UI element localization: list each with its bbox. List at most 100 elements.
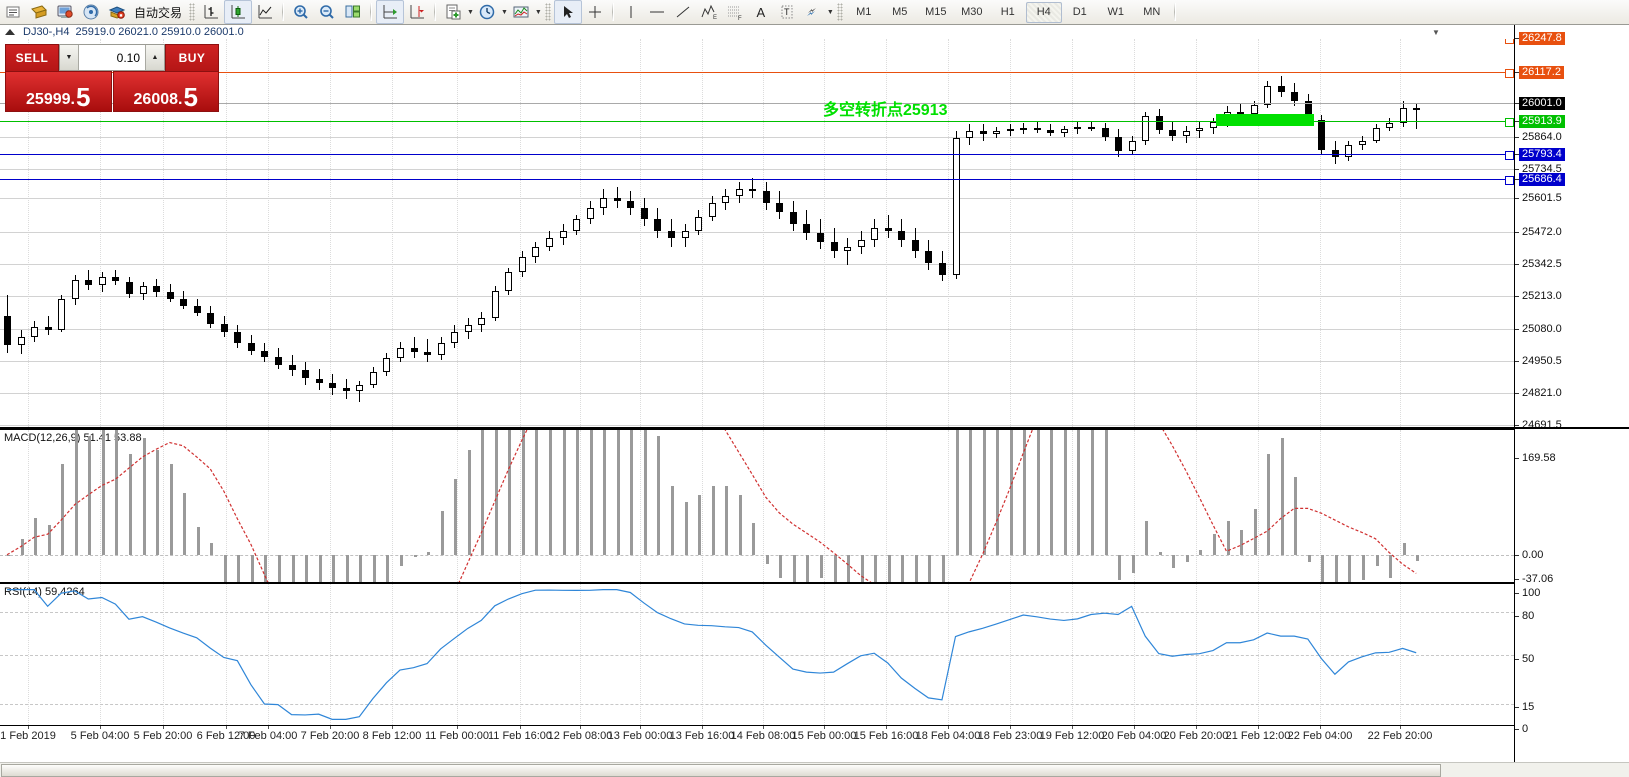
level-line-support-25686[interactable] (0, 179, 1514, 180)
level-handle[interactable] (1505, 151, 1514, 160)
shapes-dropdown-icon[interactable]: ▼ (826, 8, 834, 16)
zoom-out-icon[interactable] (314, 1, 340, 23)
tab-timeframe-d1[interactable]: D1 (1072, 6, 1087, 18)
scale-tick (1515, 264, 1519, 265)
time-axis-label: 13 Feb 16:00 (669, 730, 735, 742)
vertical-line-icon[interactable] (618, 1, 644, 23)
tab-timeframe-m1[interactable]: M1 (856, 6, 872, 18)
crosshair-icon[interactable] (582, 1, 608, 23)
tile-windows-icon[interactable] (340, 1, 366, 23)
rsi-indicator-pane[interactable]: RSI(14) 59.4264 (0, 583, 1514, 727)
rsi-title: RSI(14) 59.4264 (4, 586, 85, 598)
grid-vline (1010, 39, 1011, 427)
chevron-down-icon[interactable]: ▼ (1432, 27, 1440, 37)
scale-tick (1515, 361, 1519, 362)
shapes-icon[interactable] (800, 1, 826, 23)
time-axis-label: 15 Feb 16:00 (853, 730, 919, 742)
time-axis-label: 18 Feb 04:00 (915, 730, 981, 742)
candlestick-chart-icon[interactable] (224, 0, 253, 24)
price-scale[interactable]: 26247.8 26117.2 26001.0 25913.9 25864.0 25793… (1514, 25, 1629, 776)
time-axis-tick (392, 726, 393, 729)
text-box-icon[interactable]: T (774, 1, 800, 23)
chart-annotation[interactable]: 多空转折点25913 (823, 102, 948, 119)
fibonacci-icon[interactable]: F (722, 1, 748, 23)
sell-price-decimal: 5 (75, 82, 91, 113)
tab-timeframe-h4[interactable]: H4 (1025, 1, 1062, 23)
horizontal-scrollbar[interactable] (0, 762, 1629, 777)
scrollbar-thumb[interactable] (1, 764, 1441, 777)
price-scale-label: 26117.2 (1519, 66, 1564, 79)
volume-stepper[interactable]: ▼ 0.10 ▲ (59, 44, 165, 71)
text-label-icon[interactable]: A (756, 4, 766, 20)
tab-timeframe-h1[interactable]: H1 (1000, 6, 1015, 18)
macd-histogram-bar (142, 438, 146, 555)
terminal-icon[interactable] (52, 1, 78, 23)
macd-histogram-bar (684, 502, 688, 555)
volume-increase-icon[interactable]: ▲ (145, 45, 164, 70)
candlestick (396, 39, 405, 427)
tab-timeframe-mn[interactable]: MN (1143, 6, 1161, 18)
macd-indicator-pane[interactable]: MACD(12,26,9) 51.41 53.88 (0, 429, 1514, 584)
toolbar-grip-3[interactable] (836, 3, 843, 21)
indicators-icon[interactable] (508, 1, 534, 23)
grid-hline (0, 232, 1514, 233)
candlestick (667, 39, 676, 427)
toolbar-grip-2[interactable] (544, 3, 551, 21)
level-handle[interactable] (1505, 69, 1514, 78)
indicators-dropdown-icon[interactable]: ▼ (534, 8, 542, 16)
price-chart-pane[interactable]: 多空转折点25913 (0, 39, 1514, 429)
signals-icon[interactable] (78, 1, 104, 23)
buy-price-dot: . (178, 91, 183, 108)
macd-histogram-bar (616, 430, 620, 555)
period-dropdown-icon[interactable]: ▼ (500, 8, 508, 16)
volume-decrease-icon[interactable]: ▼ (60, 45, 79, 70)
level-handle[interactable] (1505, 39, 1514, 44)
level-line-pivot-25913[interactable] (0, 121, 1514, 122)
sell-button[interactable]: SELL (5, 44, 59, 71)
trendline-icon[interactable] (670, 1, 696, 23)
buy-button[interactable]: BUY (165, 44, 219, 71)
list-icon[interactable] (0, 1, 26, 23)
candlestick (342, 39, 351, 427)
rsi-level-line (0, 612, 1514, 614)
level-handle[interactable] (1505, 118, 1514, 127)
zoom-in-icon[interactable] (288, 1, 314, 23)
tab-timeframe-w1[interactable]: W1 (1107, 6, 1125, 18)
chart-shift-icon[interactable] (404, 1, 430, 23)
new-chart-icon[interactable] (440, 1, 466, 23)
level-line-resistance-26117[interactable] (0, 72, 1514, 73)
level-line-last-price-26001[interactable] (0, 103, 1514, 104)
candlestick (573, 39, 581, 427)
auto-scroll-icon[interactable] (376, 0, 405, 24)
horizontal-line-icon[interactable] (644, 1, 670, 23)
line-chart-icon[interactable] (252, 1, 278, 23)
expert-advisor-icon[interactable] (104, 1, 130, 23)
new-chart-dropdown-icon[interactable]: ▼ (467, 8, 474, 16)
elliott-wave-icon[interactable]: E (696, 1, 722, 23)
level-handle[interactable] (1505, 176, 1514, 185)
tab-timeframe-m30[interactable]: M30 (961, 6, 983, 18)
time-axis-label: 12 Feb 08:00 (547, 730, 613, 742)
tab-timeframe-m15[interactable]: M15 (925, 6, 947, 18)
arrow-cursor-icon[interactable] (553, 0, 582, 24)
period-icon[interactable] (474, 1, 500, 23)
one-click-trading-panel[interactable]: SELL ▼ 0.10 ▲ BUY 25999 . 5 26008 . 5 (5, 44, 219, 112)
time-axis-label: 7 Feb 04:00 (238, 730, 298, 742)
sell-price[interactable]: 25999 . 5 (5, 71, 112, 112)
autotrade-label[interactable]: 自动交易 (134, 5, 183, 20)
time-axis-tick (763, 726, 764, 729)
wallet-icon[interactable] (26, 1, 52, 23)
grid-vline (886, 430, 887, 582)
bar-chart-icon[interactable] (198, 1, 224, 23)
volume-input[interactable]: 0.10 (79, 45, 145, 70)
macd-histogram-bar (237, 554, 241, 582)
svg-text:F: F (738, 16, 742, 21)
toolbar-grip-1[interactable] (189, 3, 196, 21)
candlestick (1223, 39, 1232, 427)
buy-price[interactable]: 26008 . 5 (112, 71, 219, 112)
grid-vline (1258, 39, 1259, 427)
tab-timeframe-m5[interactable]: M5 (892, 6, 908, 18)
green-zone-marker[interactable] (1216, 114, 1314, 126)
macd-signal-line (6, 430, 1417, 582)
level-line-support-25793[interactable] (0, 154, 1514, 155)
